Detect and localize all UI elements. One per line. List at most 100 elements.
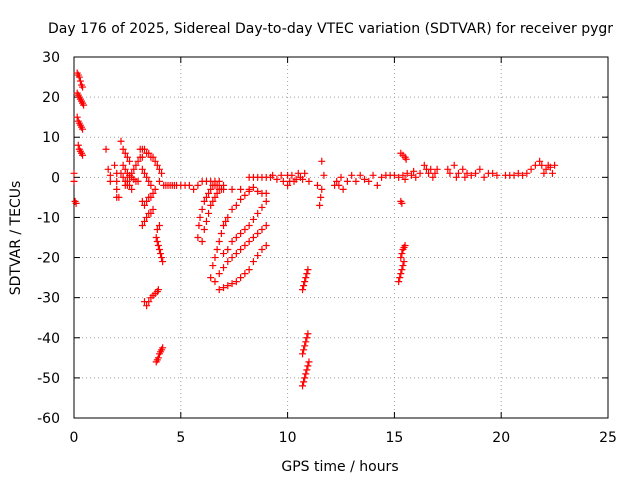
- data-point: [119, 161, 127, 169]
- data-point: [317, 193, 325, 201]
- data-point: [200, 225, 208, 233]
- data-point: [314, 181, 322, 189]
- data-point: [145, 149, 153, 157]
- data-point: [222, 217, 230, 225]
- y-tick-label: 30: [42, 50, 60, 66]
- data-point: [200, 197, 208, 205]
- data-point: [262, 189, 270, 197]
- data-point: [198, 238, 206, 246]
- data-point: [153, 161, 161, 169]
- data-point: [245, 238, 253, 246]
- data-point: [228, 185, 236, 193]
- data-point: [158, 169, 166, 177]
- data-point: [153, 238, 161, 246]
- data-point: [143, 197, 151, 205]
- data-point: [224, 213, 232, 221]
- data-point: [220, 185, 228, 193]
- data-point: [158, 254, 166, 262]
- data-point: [241, 242, 249, 250]
- data-point: [299, 382, 307, 390]
- y-tick-label: 0: [51, 170, 60, 186]
- data-point: [299, 286, 307, 294]
- data-point: [209, 197, 217, 205]
- data-point: [402, 155, 410, 163]
- data-point: [155, 221, 163, 229]
- x-tick-label: 15: [385, 430, 403, 446]
- data-point: [249, 215, 257, 223]
- data-point: [130, 165, 138, 173]
- data-point: [134, 157, 142, 165]
- data-point: [373, 181, 381, 189]
- data-point: [288, 171, 296, 179]
- x-tick-label: 10: [279, 430, 297, 446]
- data-point: [232, 250, 240, 258]
- y-tick-label: 10: [42, 130, 60, 146]
- axis-ticks: 0 5 10 15 20 25 -60 -50 -40 -30 -20 -10 0 10 20 30: [37, 50, 617, 446]
- data-point: [145, 177, 153, 185]
- data-point: [292, 175, 300, 183]
- data-point: [157, 250, 165, 258]
- data-point: [121, 165, 129, 173]
- plot-frame: [73, 56, 609, 419]
- data-point: [390, 171, 398, 179]
- data-point: [300, 378, 308, 386]
- series-middle-band: [220, 169, 309, 197]
- data-point: [138, 153, 146, 161]
- data-point: [241, 191, 249, 199]
- data-point: [79, 151, 87, 159]
- data-point: [459, 165, 467, 173]
- data-point: [299, 175, 307, 183]
- data-point: [74, 141, 82, 149]
- data-point: [536, 157, 544, 165]
- data-point: [277, 171, 285, 179]
- data-point: [262, 221, 270, 229]
- data-point: [467, 171, 475, 179]
- data-point: [254, 209, 262, 217]
- data-point: [207, 201, 215, 209]
- data-point: [224, 246, 232, 254]
- data-point: [79, 125, 87, 133]
- data-point: [155, 165, 163, 173]
- data-point: [147, 193, 155, 201]
- x-axis-label: GPS time / hours: [281, 459, 398, 475]
- data-point: [454, 169, 462, 177]
- series-arcs-1-3h: [102, 137, 146, 201]
- data-point: [551, 161, 559, 169]
- data-point: [463, 169, 471, 177]
- data-point: [337, 173, 345, 181]
- data-point: [241, 270, 249, 278]
- data-point: [254, 187, 262, 195]
- data-point: [149, 153, 157, 161]
- data-point: [249, 234, 257, 241]
- data-point: [519, 171, 527, 179]
- data-point: [132, 161, 140, 169]
- data-point: [378, 173, 386, 181]
- data-point: [237, 195, 245, 203]
- data-point: [215, 286, 223, 294]
- data-point: [215, 238, 223, 246]
- data-point: [352, 177, 360, 185]
- data-point: [138, 221, 146, 229]
- data-point: [70, 177, 78, 185]
- x-tick-label: 0: [70, 430, 79, 446]
- data-point: [279, 177, 287, 185]
- data-point: [128, 169, 136, 177]
- data-point: [205, 189, 213, 197]
- data-point: [123, 177, 131, 185]
- data-point: [401, 175, 409, 183]
- data-point: [149, 205, 157, 213]
- data-point: [245, 185, 253, 193]
- data-point: [155, 177, 163, 185]
- data-point: [128, 185, 136, 193]
- data-point: [126, 157, 134, 165]
- data-point: [254, 252, 262, 260]
- data-point: [213, 181, 221, 189]
- data-point: [140, 201, 148, 209]
- data-point: [185, 181, 193, 189]
- data-point: [395, 278, 403, 286]
- data-point: [195, 221, 203, 229]
- data-point: [360, 175, 368, 183]
- data-point: [476, 165, 484, 173]
- data-point: [369, 171, 377, 179]
- data-point: [398, 250, 406, 258]
